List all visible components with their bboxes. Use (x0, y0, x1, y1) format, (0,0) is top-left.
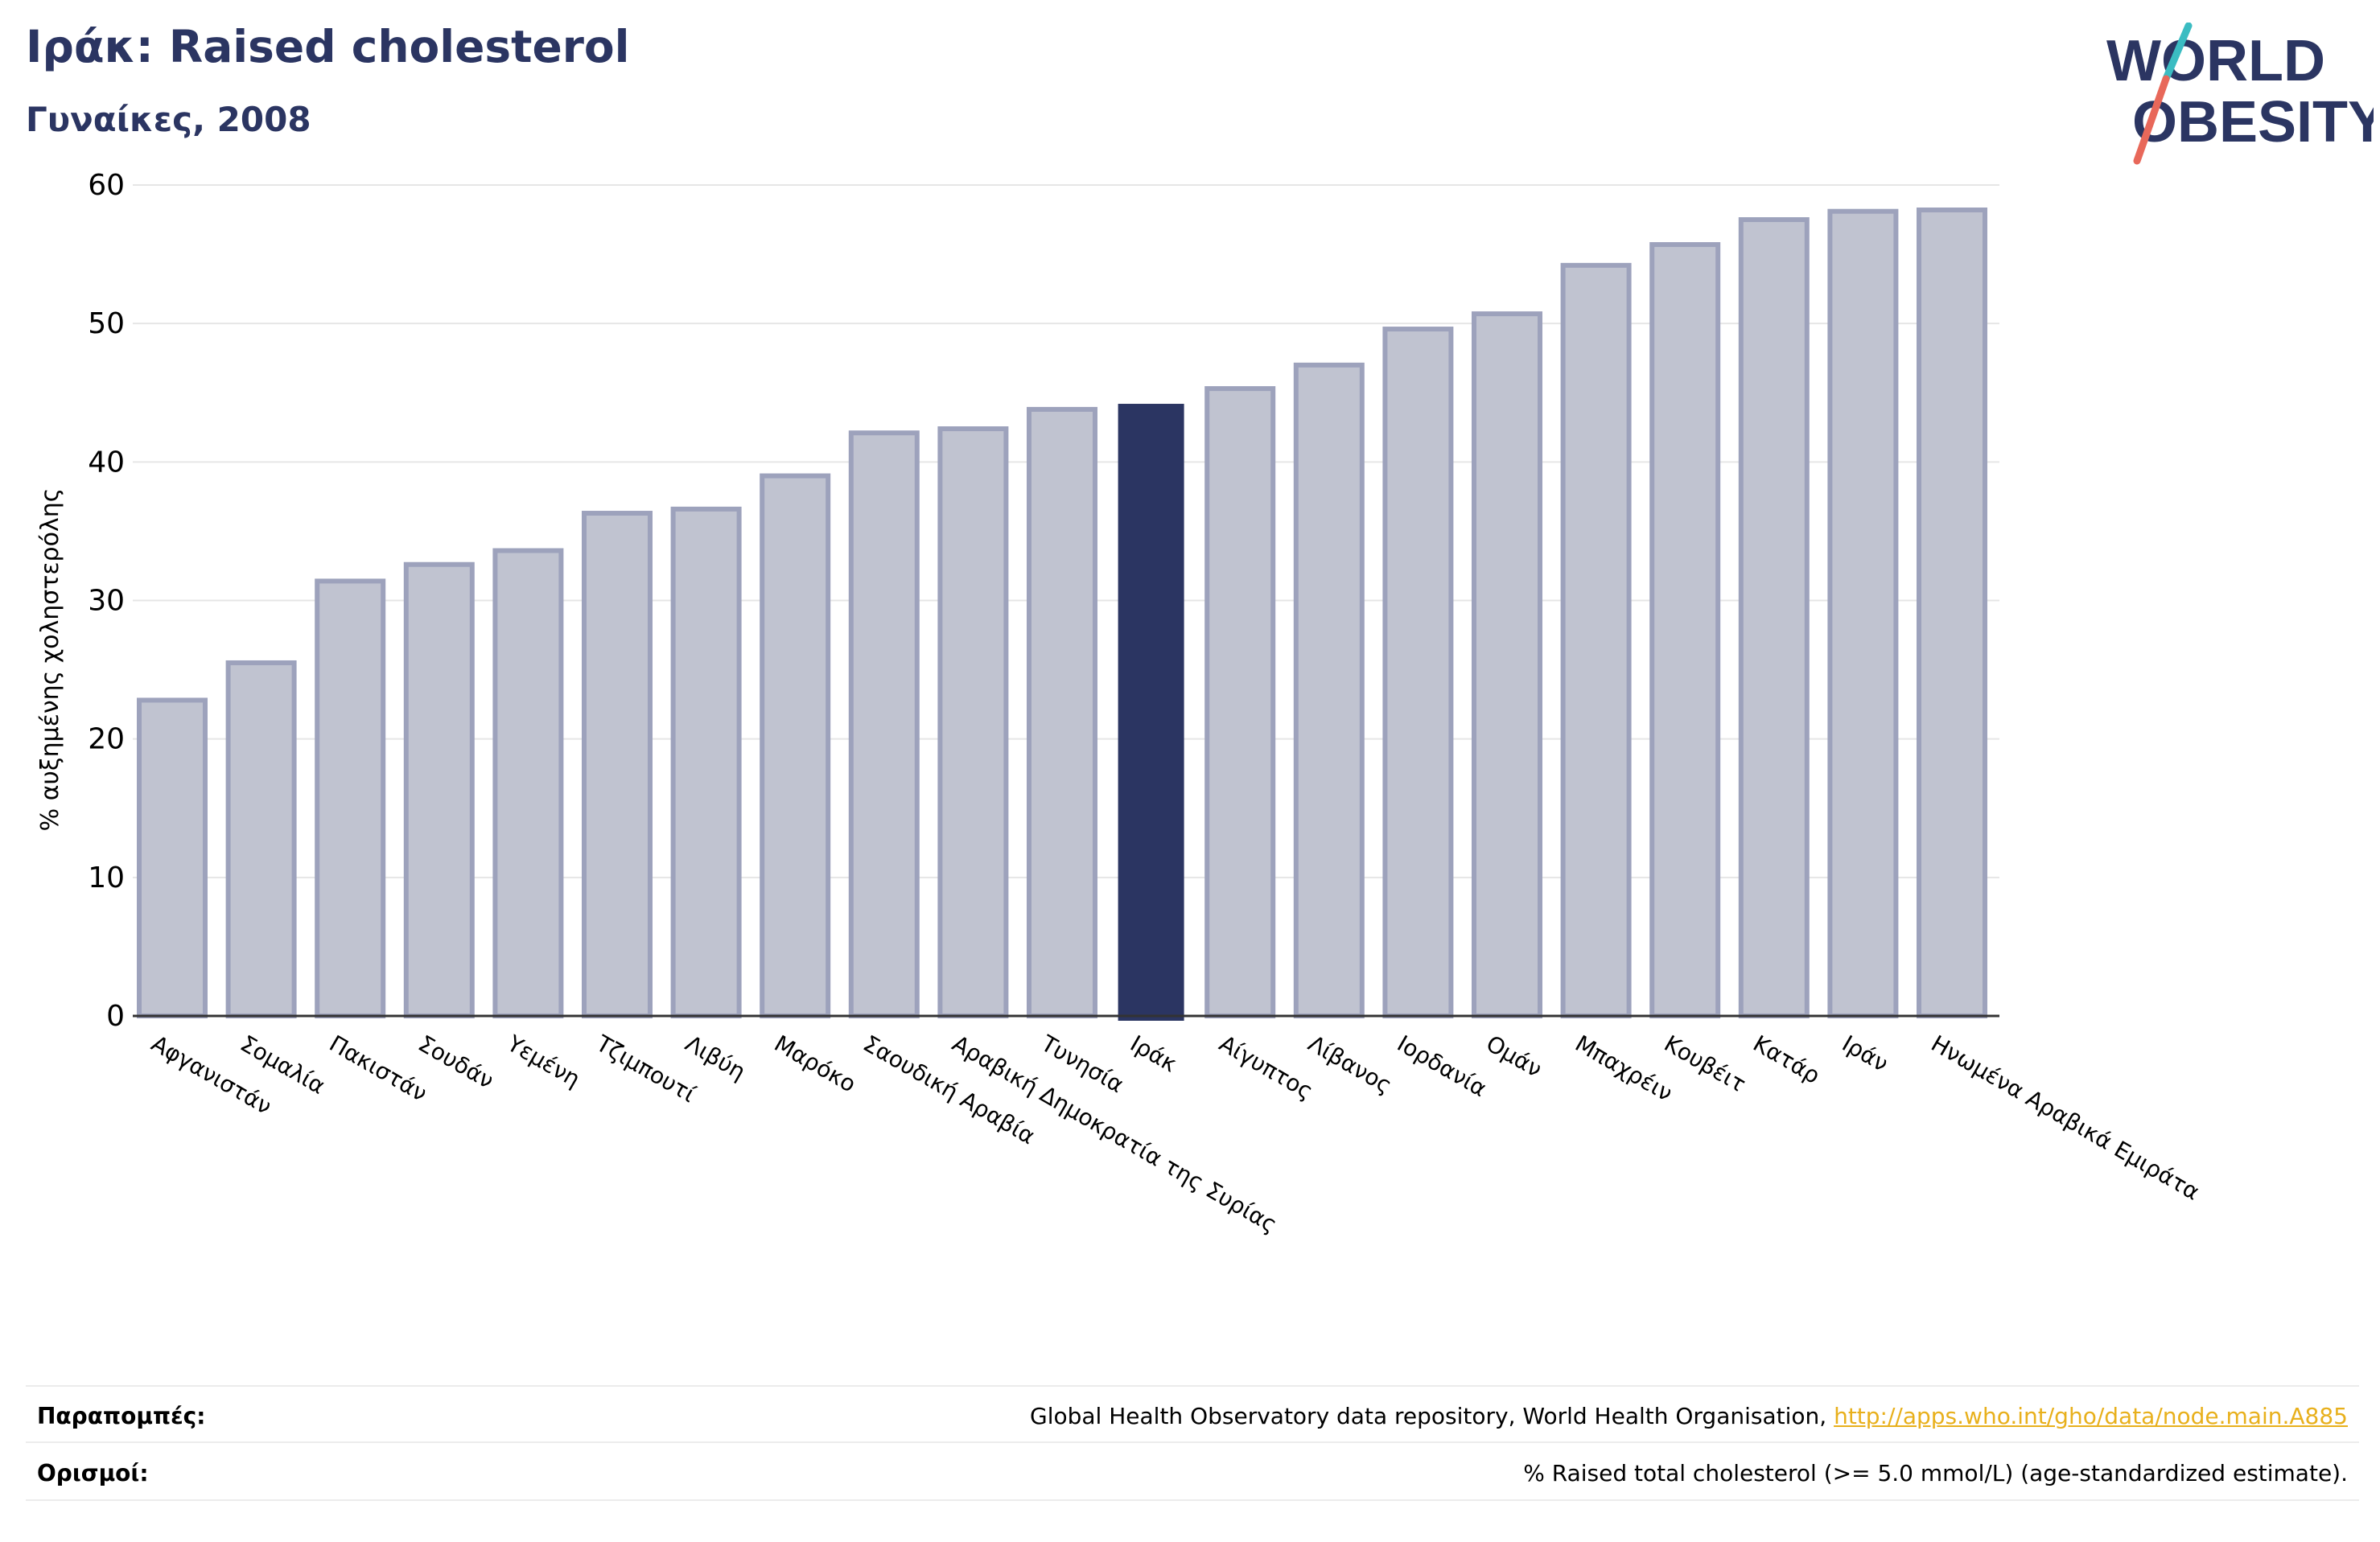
bar (848, 430, 920, 1018)
bar (937, 426, 1009, 1018)
bar (492, 548, 564, 1018)
y-tick-label: 0 (106, 1000, 125, 1033)
bar (1118, 404, 1184, 1022)
x-tick-label: Λιβύη (681, 1030, 750, 1085)
x-tick-label: Λίβανος (1303, 1030, 1396, 1099)
bar (1917, 207, 1987, 1018)
bar (1827, 208, 1899, 1018)
footer-divider-bottom (26, 1499, 2359, 1501)
x-tick-label: Ιράκ (1126, 1030, 1181, 1077)
references-text: Global Health Observatory data repositor… (1030, 1403, 1834, 1429)
x-tick-label: Κατάρ (1748, 1030, 1824, 1089)
footer-divider-top (26, 1385, 2359, 1387)
y-tick-label: 60 (88, 169, 125, 202)
y-tick-label: 20 (88, 723, 125, 756)
chart-title: Ιράκ: Raised cholesterol (26, 21, 630, 72)
y-tick-label: 50 (88, 307, 125, 340)
x-tick-label: Ιορδανία (1393, 1030, 1491, 1102)
bar (1472, 311, 1542, 1018)
bar (670, 506, 742, 1018)
definitions-value: % Raised total cholesterol (>= 5.0 mmol/… (1523, 1460, 2348, 1486)
footer-divider-middle (26, 1441, 2359, 1443)
x-tick-label: Υεμένη (502, 1030, 585, 1092)
bars (137, 207, 1987, 1022)
y-tick-label: 10 (88, 861, 125, 894)
definitions-label: Ορισμοί: (37, 1460, 149, 1486)
y-tick-label: 40 (88, 446, 125, 479)
bar (225, 660, 297, 1018)
x-tick-label: Τζιμπουτί (591, 1030, 701, 1108)
x-tick-label: Ιράν (1838, 1030, 1893, 1077)
world-obesity-logo: WORLD OBESITY (2106, 23, 2374, 165)
x-tick-label: Πακιστάν (325, 1030, 432, 1107)
x-tick-label: Ομάν (1482, 1030, 1547, 1083)
bar (582, 511, 653, 1018)
bar (137, 697, 208, 1019)
references-label: Παραπομπές: (37, 1403, 206, 1429)
chart-subtitle: Γυναίκες, 2008 (26, 100, 311, 139)
x-tick-label: Ηνωμένα Αραβικά Εμιράτα (1927, 1030, 2205, 1205)
bar (403, 561, 475, 1018)
logo-line-2: OBESITY (2132, 90, 2374, 154)
logo-line-1: WORLD (2106, 29, 2325, 93)
x-tick-label: Μπαχρέιν (1571, 1030, 1677, 1106)
bar (760, 473, 831, 1018)
x-tick-label: Αίγυπτος (1215, 1030, 1318, 1104)
y-tick-label: 30 (88, 585, 125, 618)
y-axis-label: % αυξημένης χοληστερόλης (36, 488, 64, 832)
bar (1382, 327, 1454, 1018)
bar (1204, 386, 1276, 1018)
bar (1560, 262, 1632, 1018)
references-value: Global Health Observatory data repositor… (1030, 1403, 2348, 1429)
bar (1649, 242, 1721, 1018)
logo-slash-top (2162, 23, 2193, 83)
logo-slash-bottom (2133, 75, 2170, 165)
bar (1293, 362, 1365, 1019)
bar (315, 578, 386, 1018)
bar-chart: 0102030405060ΑφγανιστάνΣομαλίαΠακιστάνΣο… (36, 169, 2205, 1238)
bar (1027, 406, 1097, 1019)
x-tick-label: Μαρόκο (770, 1030, 861, 1097)
references-link[interactable]: http://apps.who.int/gho/data/node.main.A… (1834, 1403, 2348, 1429)
bar (1738, 217, 1810, 1018)
